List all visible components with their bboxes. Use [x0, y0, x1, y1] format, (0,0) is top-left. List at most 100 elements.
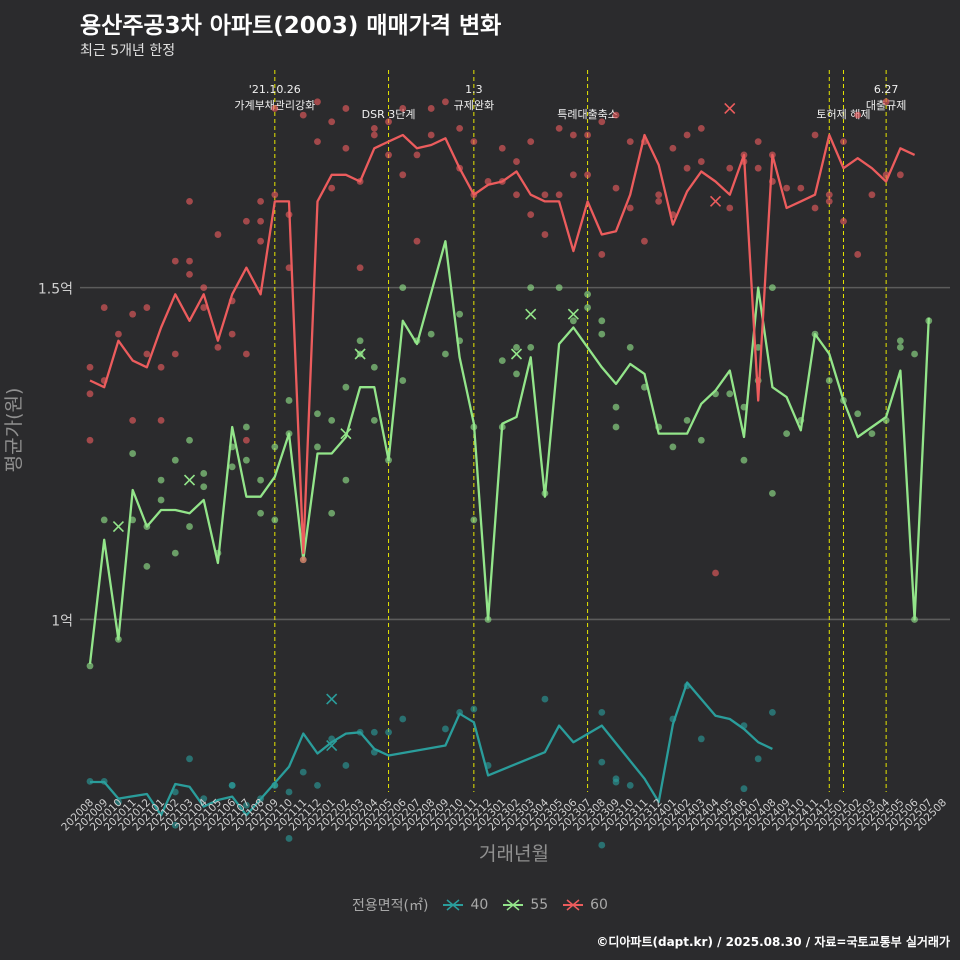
- data-point: [598, 251, 606, 258]
- event-label: '21.10.26: [249, 83, 301, 96]
- data-point: [86, 662, 94, 670]
- data-point: [257, 197, 264, 205]
- data-point: [342, 383, 350, 391]
- data-point: [442, 725, 449, 733]
- data-point: [186, 436, 193, 444]
- data-point: [669, 443, 677, 451]
- data-point: [242, 801, 250, 809]
- data-point: [612, 423, 620, 431]
- data-point: [896, 343, 904, 351]
- data-point: [811, 131, 819, 139]
- data-point: [825, 197, 833, 205]
- data-point: [697, 436, 705, 444]
- data-point: [385, 151, 392, 159]
- data-point: [456, 310, 464, 318]
- data-point: [200, 470, 208, 477]
- data-point: [257, 476, 264, 484]
- data-point: [584, 171, 591, 179]
- cross-marker: [510, 348, 523, 360]
- data-point: [100, 516, 108, 524]
- data-point: [171, 456, 179, 464]
- data-point: [157, 476, 165, 484]
- data-point: [242, 456, 250, 464]
- data-point: [242, 217, 250, 225]
- series-line-55: [88, 240, 930, 665]
- y-tick-label: 1억: [51, 613, 73, 629]
- cross-marker: [567, 308, 579, 320]
- legend-label-55: 55: [530, 897, 549, 913]
- data-point: [896, 171, 904, 179]
- event-label: 6.27: [874, 83, 899, 96]
- data-point: [840, 138, 847, 146]
- event-label: 대출규제: [866, 99, 906, 112]
- data-point: [470, 705, 478, 713]
- data-point: [484, 178, 492, 185]
- data-point: [669, 144, 677, 152]
- event-label: 토허제 해제: [816, 107, 870, 121]
- y-tick-label: 1.5억: [38, 282, 73, 298]
- data-point: [228, 781, 236, 789]
- data-point: [513, 158, 520, 165]
- data-point: [242, 436, 250, 444]
- cross-marker: [326, 739, 338, 752]
- data-point: [470, 516, 478, 524]
- data-point: [171, 257, 179, 265]
- legend-key-60: [563, 899, 584, 911]
- data-point: [399, 715, 407, 723]
- data-point: [697, 158, 705, 165]
- data-point: [612, 111, 620, 119]
- data-point: [527, 211, 535, 219]
- policy-events: '21.10.26가계부채관리강화DSR 3단계1.3규제완화특례대출축소토허제…: [234, 70, 906, 792]
- data-point: [683, 416, 691, 424]
- data-point: [214, 343, 222, 351]
- data-point: [157, 363, 165, 371]
- data-point: [171, 549, 179, 557]
- data-point: [370, 124, 378, 132]
- data-point: [200, 284, 208, 292]
- data-point: [769, 284, 776, 292]
- data-point: [797, 184, 805, 192]
- data-point: [328, 416, 336, 424]
- data-point: [186, 523, 193, 530]
- data-point: [186, 197, 193, 205]
- data-point: [598, 330, 606, 338]
- data-point: [555, 191, 563, 199]
- data-point: [769, 489, 776, 497]
- legend-item-40: 40: [442, 897, 488, 913]
- data-point: [385, 728, 392, 736]
- data-point: [356, 264, 364, 272]
- data-point: [882, 98, 890, 106]
- data-point: [513, 370, 520, 378]
- data-point: [427, 131, 435, 139]
- data-point: [470, 138, 478, 146]
- data-point: [186, 270, 193, 278]
- source-caption: ©디아파트(dapt.kr) / 2025.08.30 / 자료=국토교통부 실…: [596, 935, 950, 949]
- data-point: [413, 151, 421, 159]
- data-point: [257, 509, 264, 517]
- data-point: [242, 350, 250, 358]
- data-point: [825, 377, 833, 384]
- cross-marker: [326, 693, 338, 705]
- data-point: [783, 184, 791, 192]
- data-point: [427, 330, 435, 338]
- cross-marker: [724, 102, 736, 115]
- data-point: [612, 184, 620, 192]
- data-point: [171, 821, 179, 829]
- data-point: [896, 337, 904, 345]
- data-point: [655, 197, 663, 205]
- data-point: [143, 350, 151, 358]
- data-point: [555, 124, 563, 132]
- data-point: [868, 430, 876, 438]
- data-point: [299, 111, 307, 119]
- chart-subtitle: 최근 5개년 한정: [80, 43, 176, 59]
- cross-marker: [183, 474, 196, 486]
- data-point: [342, 105, 350, 112]
- data-point: [598, 118, 606, 126]
- data-point: [157, 416, 165, 424]
- y-ticks: 1억 1.5억: [38, 282, 73, 630]
- data-point: [271, 443, 279, 451]
- data-point: [285, 397, 293, 404]
- data-point: [271, 105, 279, 112]
- series-line-40: [90, 681, 773, 817]
